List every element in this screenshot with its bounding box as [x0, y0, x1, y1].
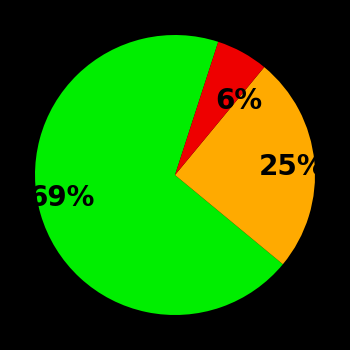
Text: 6%: 6% — [216, 88, 262, 116]
Wedge shape — [175, 67, 315, 264]
Wedge shape — [35, 35, 283, 315]
Text: 69%: 69% — [28, 184, 94, 212]
Wedge shape — [175, 42, 264, 175]
Text: 25%: 25% — [259, 153, 325, 181]
